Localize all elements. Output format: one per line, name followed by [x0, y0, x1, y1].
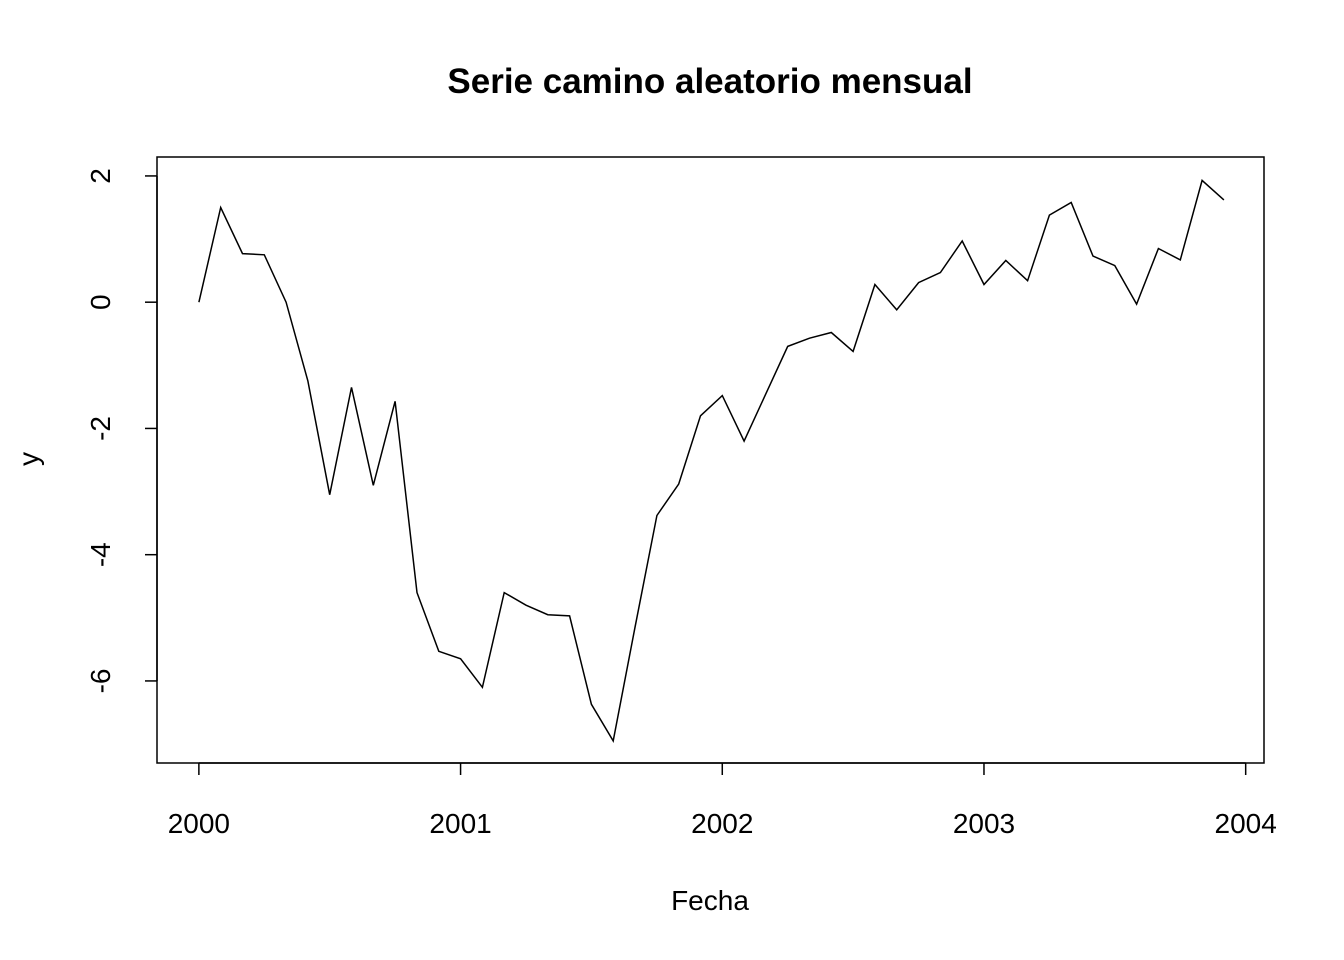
x-tick-label: 2000 — [168, 808, 230, 839]
y-axis-label: y — [13, 452, 44, 466]
y-tick-label: 2 — [85, 168, 116, 184]
chart-title: Serie camino aleatorio mensual — [447, 62, 972, 101]
x-tick-label: 2002 — [691, 808, 753, 839]
y-tick-label: 0 — [85, 294, 116, 310]
y-tick-label: -6 — [85, 668, 116, 693]
y-tick-label: -4 — [85, 542, 116, 567]
x-tick-label: 2001 — [429, 808, 491, 839]
y-axis: -6 -4 -2 0 2 — [85, 168, 158, 693]
series-line — [198, 179, 1225, 743]
x-axis: 2000 2001 2002 2003 2004 — [168, 762, 1277, 839]
x-tick-label: 2003 — [953, 808, 1015, 839]
x-tick-label: 2004 — [1215, 808, 1277, 839]
x-axis-label: Fecha — [671, 885, 749, 916]
y-tick-label: -2 — [85, 416, 116, 441]
